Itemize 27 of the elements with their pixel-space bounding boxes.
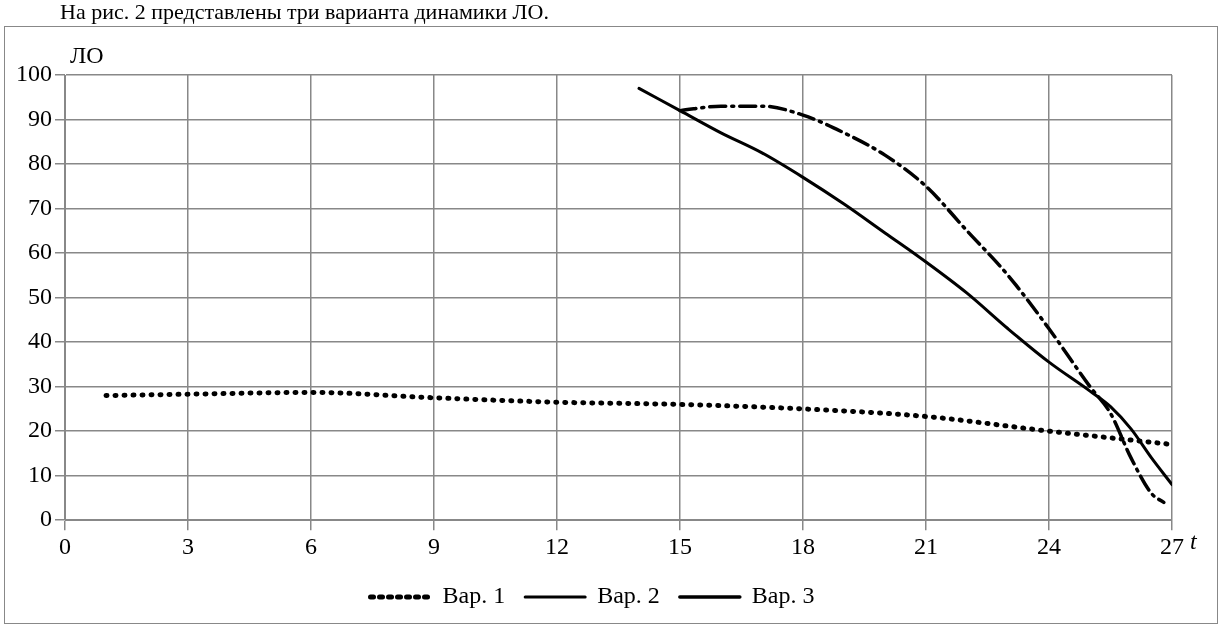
y-axis-title: ЛО: [70, 42, 104, 69]
x-tick-label: 21: [914, 532, 938, 559]
y-tick-label: 80: [28, 149, 52, 176]
legend-label: Вар. 1: [442, 582, 506, 609]
y-tick-label: 50: [28, 282, 52, 309]
y-tick-label: 70: [28, 193, 52, 220]
x-tick-label: 24: [1037, 532, 1061, 559]
x-axis-title: t: [1190, 528, 1198, 555]
legend-label: Вар. 2: [597, 582, 660, 609]
y-tick-label: 60: [28, 238, 52, 265]
y-tick-label: 0: [40, 505, 52, 532]
y-tick-label: 90: [28, 104, 52, 131]
x-tick-label: 27: [1160, 532, 1184, 559]
x-tick-label: 6: [305, 532, 317, 559]
x-tick-label: 0: [59, 532, 71, 559]
x-tick-label: 3: [182, 532, 194, 559]
y-tick-label: 40: [28, 327, 52, 354]
y-tick-label: 100: [16, 60, 52, 87]
x-tick-label: 15: [668, 532, 692, 559]
y-tick-label: 30: [28, 371, 52, 398]
y-tick-label: 20: [28, 416, 52, 443]
x-tick-label: 12: [545, 532, 569, 559]
y-tick-label: 10: [28, 460, 52, 487]
legend-label: Вар. 3: [751, 582, 815, 609]
x-tick-label: 9: [428, 532, 440, 559]
chart-title: На рис. 2 представлены три варианта динамики ЛО.: [60, 0, 549, 24]
x-tick-label: 18: [791, 532, 815, 559]
